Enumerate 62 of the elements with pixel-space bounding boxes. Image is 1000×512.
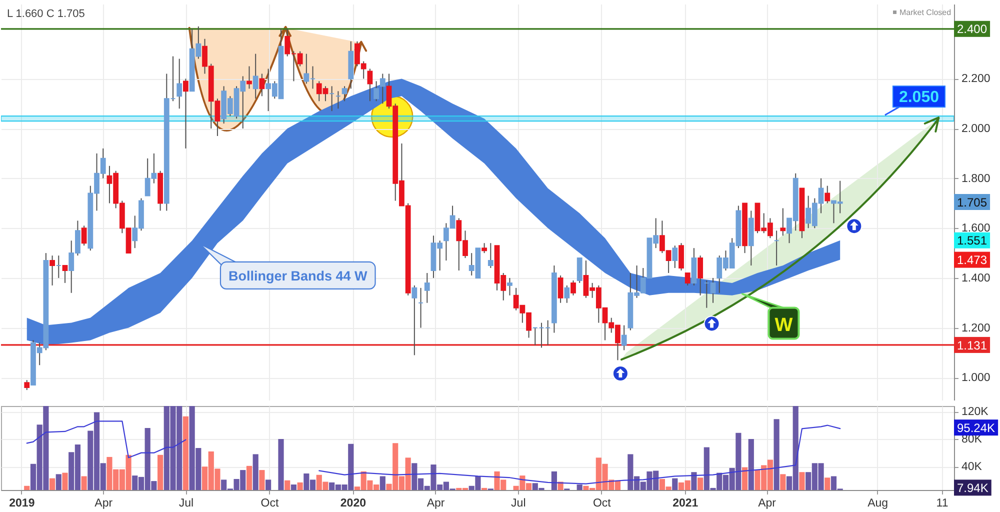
x-tick-label: Jul: [511, 498, 526, 510]
candlestick: [183, 78, 188, 149]
ref-line-label: 1.131: [957, 338, 988, 352]
candlestick: [176, 58, 182, 110]
candlestick: [50, 255, 55, 286]
annotation: W: [774, 314, 793, 336]
band-label: 2.050: [898, 89, 940, 106]
candlestick: [558, 274, 564, 304]
x-tick-label: 2019: [9, 498, 35, 510]
x-tick-label: Apr: [94, 498, 113, 510]
text: 1.705: [957, 195, 988, 210]
candlestick: [824, 185, 830, 204]
x-tick-label: 2020: [340, 498, 366, 510]
candlestick: [424, 272, 430, 304]
candlestick: [374, 80, 379, 102]
y-tick-label: 1.600: [962, 222, 990, 235]
candlestick: [678, 242, 684, 271]
candlestick: [621, 324, 627, 351]
text: 95.24K: [957, 420, 996, 435]
candlestick: [252, 53, 258, 100]
candlestick: [482, 242, 488, 254]
candlestick: [81, 225, 87, 246]
x-tick-label: Apr: [758, 498, 776, 510]
candlestick: [62, 265, 68, 284]
x-tick-label: Aug: [868, 498, 888, 510]
candlestick: [342, 86, 348, 102]
text: 7.94K: [957, 480, 988, 495]
text: 1.473: [957, 253, 988, 268]
candlestick: [24, 380, 30, 391]
y-tick-label: 40K: [962, 461, 982, 474]
annotation: L 1.660 C 1.705: [7, 8, 85, 20]
x-tick-label: 2021: [672, 498, 699, 510]
x-tick-label: Jul: [178, 498, 194, 510]
x-tick-label: Oct: [592, 498, 612, 510]
candlestick: [488, 242, 494, 268]
y-tick-label: 1.800: [962, 172, 990, 185]
ref-line-label: 2.400: [957, 22, 988, 36]
candlestick: [564, 284, 570, 304]
candlestick: [698, 255, 704, 296]
y-tick-label: 1.000: [962, 372, 990, 384]
legend-label: Bollinger Bands 44 W: [228, 268, 368, 284]
y-tick-label: 120K: [962, 406, 989, 418]
candlestick: [570, 280, 576, 296]
candlestick: [576, 258, 582, 284]
y-tick-label: 1.200: [962, 322, 990, 334]
x-tick-label: Apr: [426, 498, 445, 510]
text: 1.551: [957, 234, 988, 248]
x-tick-label: Oct: [260, 498, 280, 510]
candlestick: [246, 66, 252, 90]
candlestick: [684, 272, 690, 286]
candlestick: [780, 208, 786, 236]
y-tick-label: 1.400: [962, 272, 990, 284]
candlestick: [412, 284, 418, 356]
y-tick-label: 2.000: [962, 123, 990, 136]
candlestick: [259, 73, 265, 97]
y-tick-label: 2.200: [962, 73, 990, 86]
candlestick: [380, 73, 386, 104]
candlestick: [672, 245, 678, 268]
x-tick-label: 11: [936, 498, 948, 510]
candlestick: [367, 68, 373, 102]
candlestick: [507, 277, 512, 296]
annotation: Market Closed: [900, 8, 952, 17]
